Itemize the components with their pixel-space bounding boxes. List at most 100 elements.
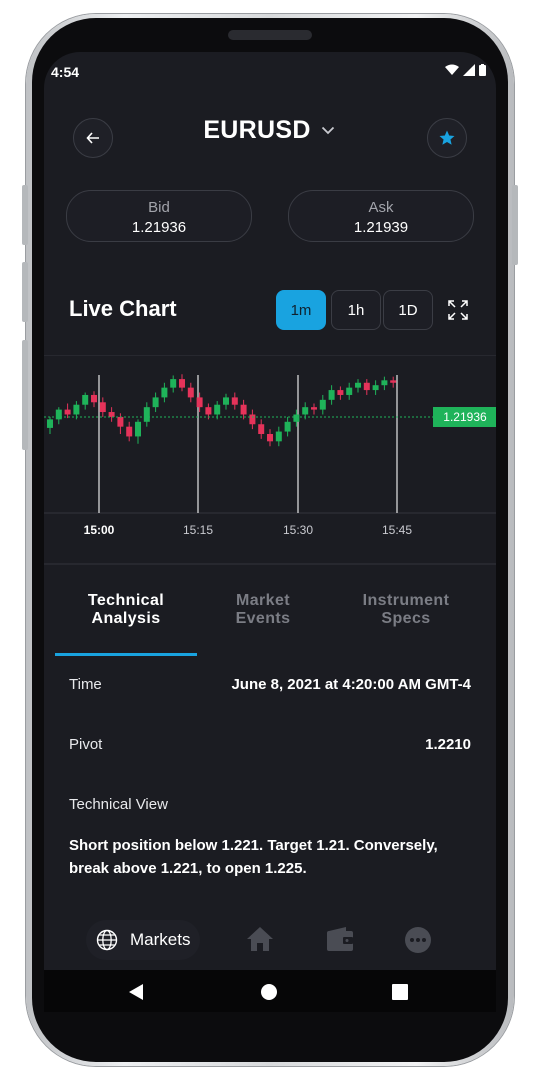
- candle-body: [284, 421, 291, 432]
- candle-body: [73, 404, 80, 415]
- signal-icon: [463, 64, 475, 76]
- timeframe-label: 1D: [398, 301, 418, 319]
- candle-body: [337, 390, 344, 395]
- x-tick-label: 15:45: [382, 523, 412, 537]
- tab-market-events[interactable]: Market Events: [188, 592, 338, 628]
- candle-body: [267, 434, 273, 442]
- x-tick-label: 15:30: [283, 523, 313, 537]
- time-label: Time: [69, 676, 102, 693]
- bid-box[interactable]: Bid 1.21936: [66, 190, 252, 242]
- timeframe-1m[interactable]: 1m: [276, 290, 326, 330]
- tab-instrument-specs[interactable]: Instrument Specs: [331, 592, 481, 628]
- technical-view-label: Technical View: [69, 796, 168, 813]
- tab-label: Technical: [87, 592, 165, 609]
- candle-body: [64, 409, 71, 415]
- candle-body: [275, 431, 282, 442]
- candle-body: [55, 409, 62, 420]
- candle-body: [249, 414, 256, 425]
- candle-body: [319, 399, 326, 410]
- tab-label: Instrument: [362, 592, 450, 609]
- tab-label: Market: [236, 592, 290, 609]
- candle-body: [152, 397, 159, 408]
- candle-body: [328, 390, 335, 400]
- x-tick-label: 15:15: [183, 523, 213, 537]
- candle-body: [223, 397, 229, 405]
- candle-body: [258, 424, 265, 434]
- time-value: June 8, 2021 at 4:20:00 AM GMT-4: [231, 676, 471, 693]
- section-title: Live Chart: [69, 296, 177, 321]
- candle-body: [390, 380, 397, 383]
- ask-label: Ask: [368, 199, 394, 216]
- candle-body: [99, 402, 106, 413]
- candle-body: [143, 407, 150, 422]
- more-icon[interactable]: [404, 926, 432, 954]
- speaker: [228, 30, 312, 40]
- candle-body: [161, 387, 168, 398]
- side-button: [22, 185, 28, 245]
- status-time: 4:54: [51, 64, 80, 80]
- ask-box[interactable]: Ask 1.21939: [288, 190, 474, 242]
- candle-body: [293, 414, 300, 422]
- bid-label: Bid: [148, 199, 170, 216]
- battery-icon: [479, 64, 486, 76]
- system-nav-bar: [44, 970, 496, 1012]
- candle-body: [108, 412, 115, 417]
- side-button: [22, 340, 28, 450]
- home-icon[interactable]: [246, 926, 274, 952]
- ask-value: 1.21939: [353, 219, 409, 236]
- candle-body: [355, 382, 361, 388]
- recents-square-icon[interactable]: [392, 984, 408, 1000]
- instrument-selector[interactable]: EURUSD: [194, 116, 344, 145]
- candle-body: [205, 407, 212, 415]
- candle-body: [126, 426, 133, 437]
- nav-markets-label: Markets: [130, 930, 191, 949]
- tab-technical-analysis[interactable]: Technical Analysis: [51, 592, 201, 628]
- candle-body: [82, 394, 89, 405]
- app-screen: 4:54 EURUSD Bid 1.21936 Ask 1.21939 Live…: [44, 52, 496, 1012]
- expand-icon[interactable]: [447, 299, 469, 321]
- timeframe-1d[interactable]: 1D: [383, 290, 433, 330]
- candle-body: [117, 416, 124, 427]
- status-bar: 4:54: [44, 52, 496, 90]
- timeframe-label: 1m: [290, 301, 312, 319]
- x-tick-label: 15:00: [84, 523, 115, 537]
- star-icon: [439, 130, 455, 145]
- candle-body: [187, 387, 194, 398]
- timeframe-1h[interactable]: 1h: [331, 290, 381, 330]
- wallet-icon[interactable]: [326, 926, 354, 952]
- status-icons: [445, 64, 486, 76]
- globe-icon: [96, 929, 118, 951]
- pivot-value: 1.2210: [425, 736, 471, 753]
- candle-body: [372, 385, 379, 391]
- home-circle-icon[interactable]: [260, 983, 278, 1001]
- nav-markets[interactable]: Markets: [86, 920, 201, 960]
- back-button[interactable]: [73, 118, 113, 158]
- candle-body: [135, 421, 141, 437]
- detail-tabs: Technical Analysis Market Events Instrum…: [44, 582, 496, 656]
- candle-body: [214, 404, 221, 415]
- side-button: [512, 185, 518, 265]
- candle-body: [363, 382, 370, 391]
- bid-value: 1.21936: [131, 219, 187, 236]
- back-triangle-icon[interactable]: [128, 983, 144, 1001]
- tab-label: Events: [235, 610, 291, 627]
- price-tag: [433, 407, 496, 427]
- candle-body: [381, 380, 388, 386]
- candle-body: [346, 387, 353, 395]
- candle-body: [231, 397, 238, 405]
- technical-view-text: Short position below 1.221. Target 1.21.…: [69, 837, 438, 877]
- candle-body: [170, 379, 177, 388]
- price-tag-label: 1.21936: [443, 410, 487, 424]
- chevron-down-icon: [321, 126, 334, 135]
- favorite-button[interactable]: [427, 118, 467, 158]
- candle-body: [196, 397, 203, 408]
- candle-body: [91, 394, 97, 403]
- candle-body: [179, 379, 185, 388]
- tab-label: Analysis: [91, 610, 161, 627]
- active-tab-indicator: [55, 653, 197, 656]
- tab-label: Specs: [381, 610, 431, 627]
- pivot-label: Pivot: [69, 736, 103, 753]
- timeframe-label: 1h: [347, 301, 365, 319]
- candle-body: [302, 407, 309, 415]
- live-chart[interactable]: 1.21936 15:00 15:15 15:30 15:45: [44, 355, 496, 565]
